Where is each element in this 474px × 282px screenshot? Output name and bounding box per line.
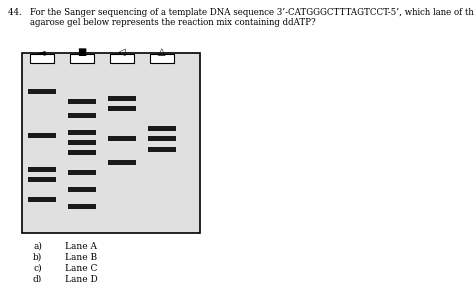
Text: △: △ — [158, 47, 166, 57]
Bar — [30, 54, 54, 63]
Text: Lane D: Lane D — [65, 275, 98, 282]
Text: 44.   For the Sanger sequencing of a template DNA sequence 3’-CATGGGCTTTAGTCCT-5: 44. For the Sanger sequencing of a templ… — [8, 8, 474, 17]
Bar — [108, 160, 136, 165]
Text: d): d) — [33, 275, 42, 282]
Bar — [148, 126, 176, 131]
Text: a): a) — [33, 242, 42, 251]
Bar — [148, 147, 176, 151]
Bar — [68, 100, 96, 104]
Bar — [28, 177, 56, 182]
Bar — [28, 89, 56, 94]
Text: ◄: ◄ — [38, 47, 46, 57]
Bar — [68, 130, 96, 135]
Bar — [70, 54, 94, 63]
Bar — [68, 187, 96, 192]
Text: b): b) — [33, 253, 42, 262]
Bar — [68, 113, 96, 118]
Text: Lane B: Lane B — [65, 253, 97, 262]
Bar — [68, 204, 96, 209]
Bar — [150, 54, 174, 63]
Bar — [28, 197, 56, 202]
Text: c): c) — [33, 264, 42, 273]
Bar — [68, 140, 96, 145]
Text: ■: ■ — [77, 47, 87, 57]
Bar — [68, 170, 96, 175]
Text: Lane C: Lane C — [65, 264, 97, 273]
Text: Lane A: Lane A — [65, 242, 97, 251]
Bar — [148, 136, 176, 141]
Bar — [28, 167, 56, 172]
Bar — [68, 150, 96, 155]
Text: agarose gel below represents the reaction mix containing ddATP?: agarose gel below represents the reactio… — [8, 18, 316, 27]
Bar — [28, 133, 56, 138]
Bar — [108, 106, 136, 111]
Bar — [108, 136, 136, 141]
Bar — [22, 53, 200, 233]
Bar — [110, 54, 134, 63]
Bar — [108, 96, 136, 101]
Text: ◁: ◁ — [118, 47, 126, 57]
